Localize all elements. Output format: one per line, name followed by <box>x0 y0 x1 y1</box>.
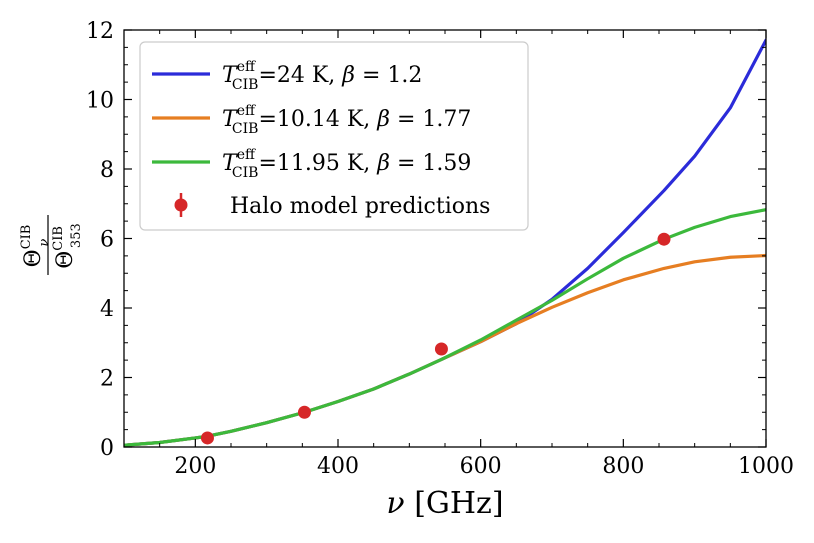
y-axis-label: ΘCIB ν ΘCIB 353 <box>19 215 84 275</box>
plot-points <box>200 232 671 445</box>
legend-label-2: Teff CIB=10.14 K, β = 1.77 <box>222 103 471 137</box>
x-axis-label: ν [GHz] <box>386 486 503 521</box>
legend-box <box>139 41 529 231</box>
legend: Teff CIB=24 K, β = 1.2 Teff CIB=10.14 K, β … <box>139 41 529 231</box>
y-tick-label: 8 <box>100 158 114 183</box>
x-tick-label: 800 <box>602 454 644 479</box>
legend-label-points: Halo model predictions <box>230 194 490 219</box>
x-tick-label: 400 <box>317 454 359 479</box>
y-tick-label: 6 <box>100 228 114 253</box>
y-tick-label: 12 <box>86 19 114 44</box>
y-tick-label: 4 <box>100 297 114 322</box>
data-point <box>200 431 214 445</box>
legend-label-3: Teff CIB=11.95 K, β = 1.59 <box>222 147 471 181</box>
axis-ticks: 200 400 600 800 1000 0 2 4 6 8 10 12 <box>86 19 794 479</box>
x-tick-label: 1000 <box>738 454 794 479</box>
y-tick-label: 2 <box>100 367 114 392</box>
legend-label-1: Teff CIB=24 K, β = 1.2 <box>222 59 422 93</box>
data-point <box>657 232 671 246</box>
x-tick-label: 600 <box>460 454 502 479</box>
y-tick-label: 0 <box>100 436 114 461</box>
x-tick-label: 200 <box>174 454 216 479</box>
y-tick-label: 10 <box>86 89 114 114</box>
series-line-3 <box>124 208 766 447</box>
legend-point-marker <box>174 198 188 212</box>
data-point <box>434 342 448 356</box>
data-point <box>297 405 311 419</box>
